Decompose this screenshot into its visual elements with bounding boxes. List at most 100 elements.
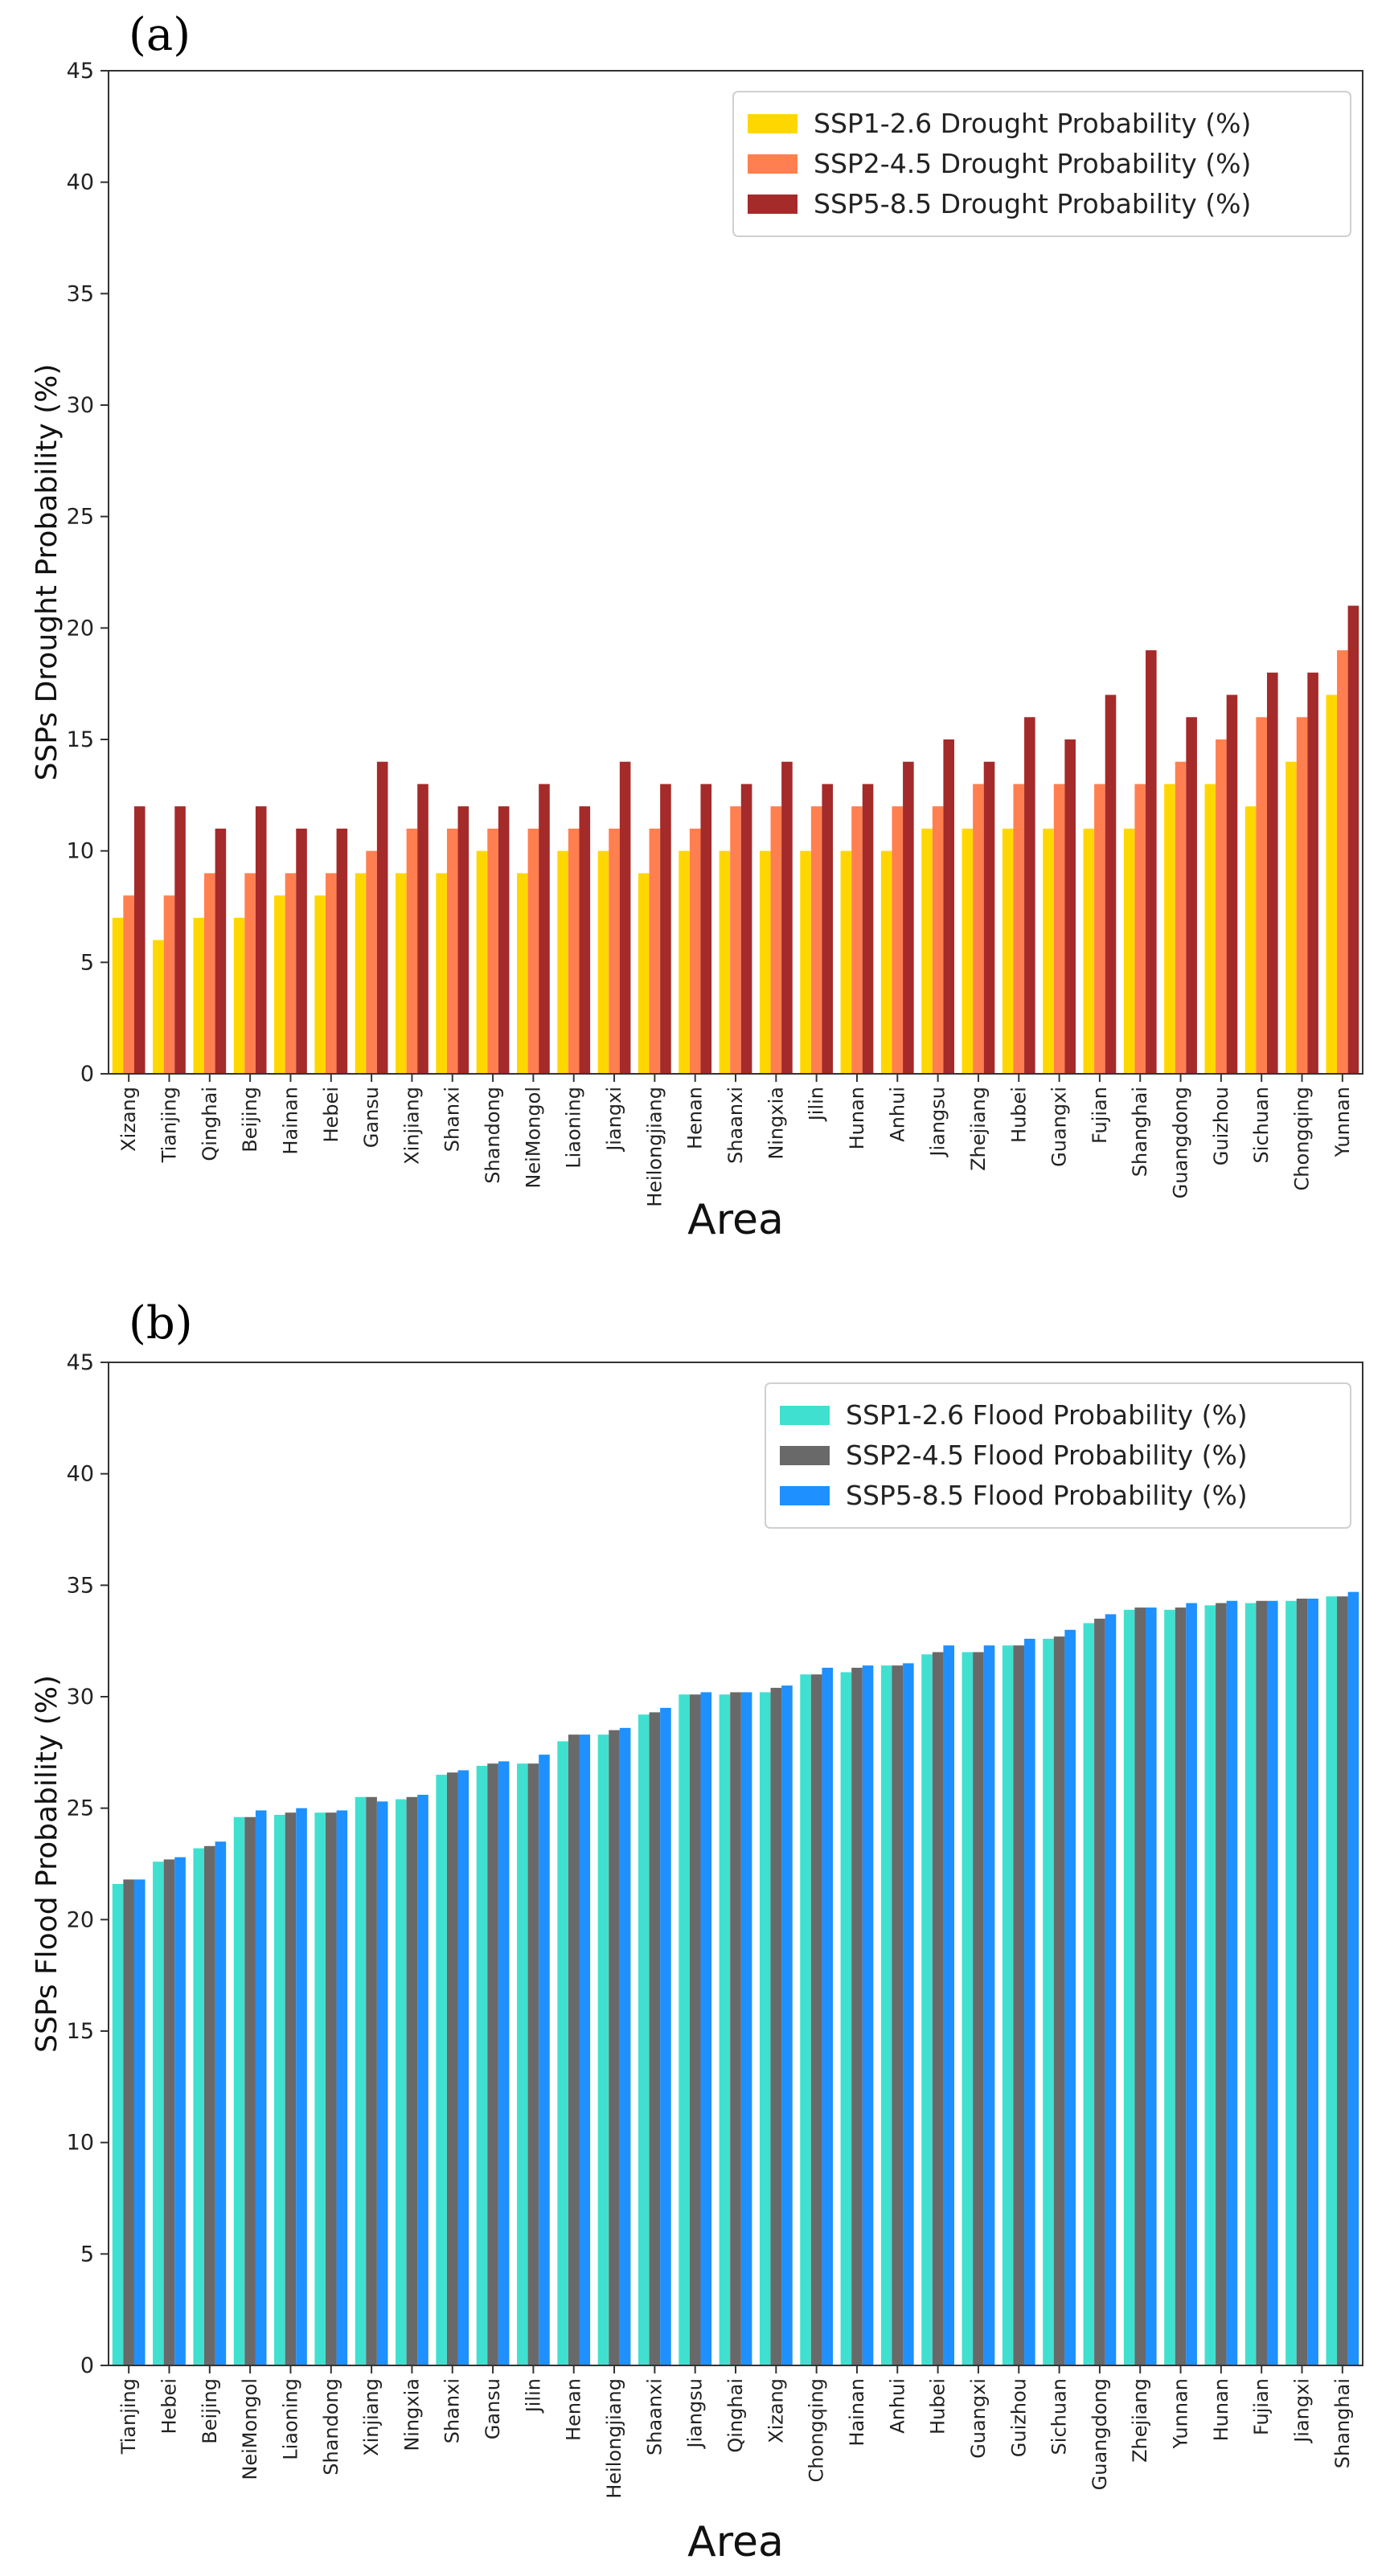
bar-flood-s3-xizang xyxy=(781,1685,793,2365)
bar-flood-s3-shanxi xyxy=(457,1770,469,2365)
x-tick-label: NeiMongol xyxy=(522,1087,544,1189)
y-tick-label: 30 xyxy=(67,1685,94,1710)
bar-flood-s2-tianjing xyxy=(123,1879,134,2365)
bar-flood-s1-hubei xyxy=(921,1654,933,2365)
bar-flood-s2-beijing xyxy=(204,1845,215,2365)
drought-legend: SSP1-2.6 Drought Probability (%) SSP2-4.5… xyxy=(732,91,1351,237)
bar-drought-s3-xinjiang xyxy=(417,784,428,1074)
x-tick-label: Fujian xyxy=(1250,2378,1273,2435)
bar-flood-s2-hunan xyxy=(1216,1603,1227,2365)
x-tick-label: Jiangxi xyxy=(603,1087,625,1153)
bar-flood-s2-chongqing xyxy=(810,1674,822,2365)
bar-flood-s3-guizhou xyxy=(1024,1638,1035,2365)
x-tick-label: Guangxi xyxy=(967,2378,990,2459)
bar-drought-s1-hubei xyxy=(1002,828,1014,1074)
bar-flood-s3-sichuan xyxy=(1064,1629,1076,2365)
bar-flood-s3-shandong xyxy=(336,1810,348,2365)
bar-drought-s1-neimongol xyxy=(517,873,528,1074)
bar-flood-s3-hebei xyxy=(174,1857,186,2365)
bar-flood-s3-jiangxi xyxy=(1307,1598,1318,2365)
bar-drought-s1-beijing xyxy=(233,917,245,1074)
bar-flood-s3-tianjing xyxy=(133,1879,146,2365)
x-tick-label: Shanxi xyxy=(441,1087,464,1152)
bar-drought-s3-beijing xyxy=(255,806,267,1074)
bar-flood-s3-anhui xyxy=(903,1663,914,2365)
bar-flood-s3-hunan xyxy=(1226,1600,1238,2365)
x-tick-label: Tianjing xyxy=(158,1087,180,1163)
bar-drought-s1-liaoning xyxy=(557,850,568,1074)
bar-drought-s1-jiangxi xyxy=(597,850,609,1074)
bar-flood-s1-zhejiang xyxy=(1123,1609,1135,2365)
y-tick-label: 0 xyxy=(80,1062,94,1087)
bar-flood-s2-ningxia xyxy=(406,1796,418,2365)
x-tick-label: Hubei xyxy=(1007,1087,1030,1143)
x-tick-label: Guizhou xyxy=(1007,2378,1030,2457)
x-tick-label: Hunan xyxy=(846,1087,868,1149)
bar-flood-s1-shanghai xyxy=(1326,1596,1338,2365)
bar-flood-s1-beijing xyxy=(193,1848,205,2365)
bar-drought-s3-xizang xyxy=(133,806,146,1074)
y-tick-label: 15 xyxy=(67,727,94,752)
bar-flood-s1-shaanxi xyxy=(638,1714,650,2365)
x-tick-label: Hainan xyxy=(846,2378,868,2447)
bar-flood-s3-jiangsu xyxy=(700,1692,712,2365)
bar-drought-s2-fujian xyxy=(1094,784,1105,1074)
bar-flood-s1-tianjing xyxy=(112,1883,124,2365)
bar-flood-s2-jiangsu xyxy=(689,1694,701,2365)
flood-plot-area: 0 5 10 15 20 25 30 35 40 45 Tianjing Hebei Beijing Ne… xyxy=(67,1350,1363,2499)
bar-flood-s2-zhejiang xyxy=(1134,1607,1146,2365)
bar-drought-s3-jiangxi xyxy=(619,761,631,1074)
y-tick-label: 35 xyxy=(67,281,94,306)
x-tick-label: Shanxi xyxy=(441,2378,464,2443)
bar-drought-s1-tianjing xyxy=(153,940,164,1074)
x-tick-label: Sichuan xyxy=(1048,2378,1071,2455)
bar-drought-s3-jiangsu xyxy=(943,739,954,1074)
bar-drought-s3-hainan xyxy=(296,828,307,1074)
x-tick-label: Ningxia xyxy=(765,1087,787,1160)
x-tick-label: Guangxi xyxy=(1048,1087,1071,1167)
y-tick-label: 35 xyxy=(67,1573,94,1598)
legend-swatch xyxy=(780,1406,830,1425)
bar-drought-s3-chongqing xyxy=(1307,672,1318,1074)
x-tick-label: Hunan xyxy=(1210,2378,1232,2441)
bar-drought-s2-shanxi xyxy=(446,828,458,1074)
bar-drought-s1-yunnan xyxy=(1326,694,1338,1074)
x-tick-label: Zhejiang xyxy=(1129,2378,1151,2463)
bar-drought-s2-neimongol xyxy=(527,828,539,1074)
x-tick-label: Guangdong xyxy=(1170,1087,1192,1198)
x-tick-label: Shaanxi xyxy=(724,1087,747,1164)
y-tick-label: 40 xyxy=(67,170,94,195)
bar-flood-s3-zhejiang xyxy=(1146,1607,1157,2365)
bar-drought-s1-shanxi xyxy=(436,873,447,1074)
x-tick-label: NeiMongol xyxy=(239,2378,261,2480)
legend-entry-label: SSP2-4.5 Drought Probability (%) xyxy=(814,148,1251,179)
bar-flood-s2-henan xyxy=(568,1734,580,2365)
x-tick-label: Shandong xyxy=(320,2378,342,2476)
bar-drought-s3-ningxia xyxy=(781,761,793,1074)
bar-flood-s3-neimongol xyxy=(255,1810,267,2365)
bar-flood-s3-guangdong xyxy=(1105,1614,1117,2365)
bar-drought-s3-yunnan xyxy=(1347,605,1359,1074)
x-tick-label: Yunnan xyxy=(1331,1087,1354,1157)
bar-drought-s1-fujian xyxy=(1083,828,1095,1074)
bar-drought-s3-liaoning xyxy=(579,806,591,1074)
y-tick-label: 45 xyxy=(67,59,94,84)
bar-drought-s3-tianjing xyxy=(174,806,186,1074)
x-tick-label: Jiangsu xyxy=(684,2378,707,2450)
x-tick-label: Shanghai xyxy=(1331,2378,1354,2468)
bar-drought-s3-heilongjiang xyxy=(660,784,671,1074)
bar-flood-s2-xizang xyxy=(770,1687,782,2365)
bar-flood-s1-ningxia xyxy=(396,1799,407,2365)
bar-flood-s1-henan xyxy=(557,1741,568,2365)
x-tick-label: Anhui xyxy=(886,2378,908,2434)
flood-x-axis-label: Area xyxy=(687,2518,784,2566)
x-tick-label: Jilin xyxy=(522,2378,544,2414)
bar-drought-s1-gansu xyxy=(355,873,367,1074)
bar-flood-s3-chongqing xyxy=(822,1667,834,2365)
bar-flood-s2-hainan xyxy=(851,1667,863,2365)
bar-drought-s2-anhui xyxy=(892,806,904,1074)
legend-swatch xyxy=(748,154,798,174)
legend-entry-label: SSP1-2.6 Flood Probability (%) xyxy=(846,1399,1248,1431)
bar-flood-s3-liaoning xyxy=(296,1808,307,2365)
panel-label-a: (a) xyxy=(129,9,191,61)
